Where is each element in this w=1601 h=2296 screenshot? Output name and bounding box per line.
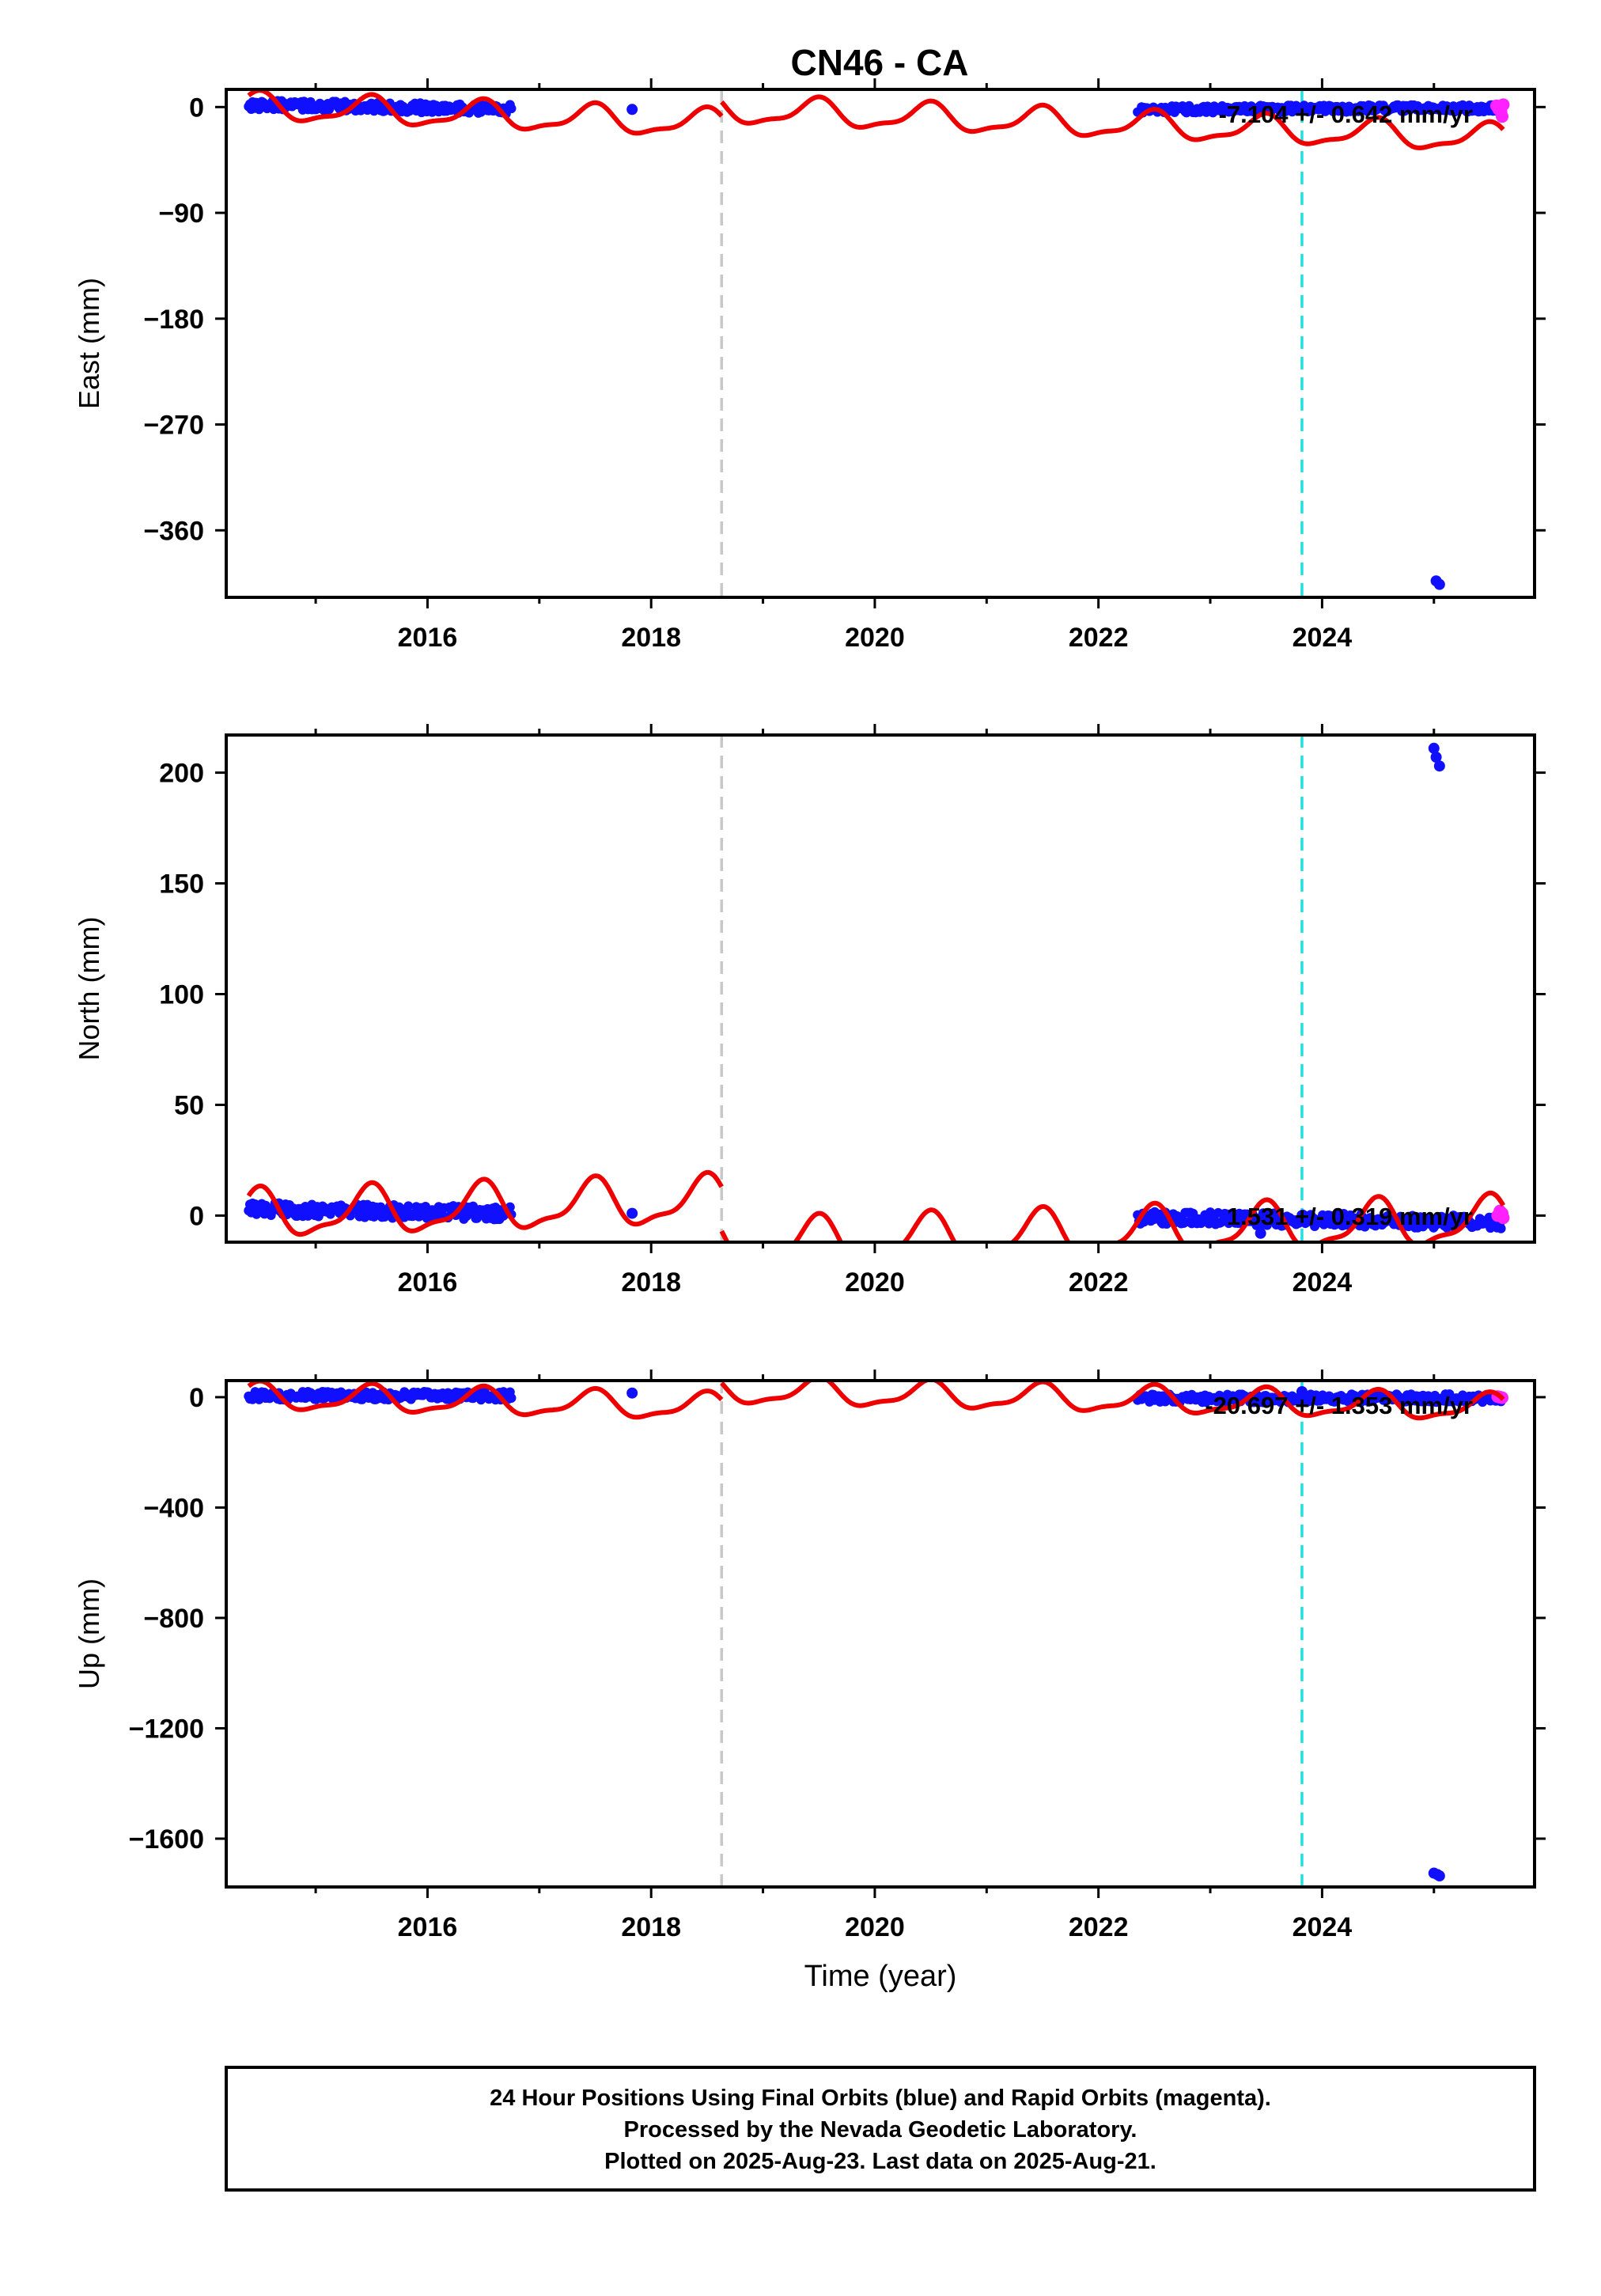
final-point (1296, 1385, 1308, 1397)
plot-frame (225, 1379, 1536, 1889)
model-curve-before-break (247, 89, 724, 136)
final-point (1433, 760, 1445, 772)
y-axis-label: Up (mm) (73, 1578, 105, 1689)
y-tick-label: −90 (158, 199, 204, 229)
y-tick-label: 100 (159, 979, 204, 1010)
model-curve-after-break (720, 94, 1505, 150)
x-axis-label: Time (year) (804, 1960, 957, 1993)
rapid-point (1497, 1211, 1510, 1225)
x-tick-label: 2024 (1293, 1267, 1353, 1298)
y-tick-label: 0 (189, 93, 204, 123)
x-tick-label: 2016 (398, 1267, 458, 1298)
final-point (506, 1393, 517, 1404)
final-point (1496, 1223, 1506, 1233)
model-curve-before-break (246, 1169, 724, 1237)
y-tick-label: −360 (143, 516, 204, 546)
x-tick-label: 2018 (621, 1912, 681, 1942)
model-curve-after-break (719, 1190, 1505, 1242)
x-tick-label: 2022 (1069, 1912, 1129, 1942)
x-tick-label: 2022 (1069, 623, 1129, 653)
y-tick-label: 200 (159, 759, 204, 789)
final-point (626, 1387, 638, 1399)
panel-north: 200 150 100 50 0 2016 2018 2020 2022 2024 North (m… (73, 724, 1546, 1298)
final-point (1433, 1870, 1445, 1882)
y-tick-label: −180 (143, 305, 204, 335)
footer-box (225, 2066, 1536, 2192)
footer-line-1: 24 Hour Positions Using Final Orbits (bl… (490, 2086, 1271, 2111)
final-point (403, 1201, 414, 1211)
plot-frame (225, 733, 1536, 1244)
x-tick-label: 2020 (845, 623, 905, 653)
plot-frame (225, 88, 1536, 599)
panel-up: 0 −400 −800 −1200 −1600 2016 2018 2020 2022 2024 U… (73, 1370, 1546, 1993)
y-tick-label: −1200 (129, 1714, 205, 1744)
model-curve-before-break (247, 1381, 724, 1420)
x-tick-label: 2024 (1293, 623, 1353, 653)
x-tick-label: 2016 (398, 1912, 458, 1942)
x-tick-label: 2020 (845, 1912, 905, 1942)
y-tick-label: 0 (189, 1201, 204, 1231)
rapid-point (1496, 110, 1509, 123)
footer-line-3: Plotted on 2025-Aug-23. Last data on 202… (604, 2149, 1156, 2174)
final-point (1433, 578, 1445, 590)
y-tick-label: 50 (174, 1090, 204, 1120)
y-tick-label: −270 (143, 411, 204, 441)
footer-line-2: Processed by the Nevada Geodetic Laborat… (624, 2117, 1137, 2143)
rapid-point (1497, 98, 1510, 112)
x-tick-label: 2020 (845, 1267, 905, 1298)
final-point (1430, 751, 1442, 763)
plot-area (244, 89, 1510, 597)
rate-label: -7.104 +/- 0.642 mm/yr (1219, 100, 1473, 128)
y-tick-label: 0 (189, 1383, 204, 1413)
x-tick-label: 2018 (621, 1267, 681, 1298)
final-point (1428, 742, 1440, 754)
plot-area (244, 1381, 1509, 1887)
final-point (626, 1207, 638, 1219)
final-point (626, 104, 638, 116)
x-tick-label: 2024 (1293, 1912, 1353, 1942)
y-axis-label: North (mm) (73, 917, 105, 1061)
y-tick-label: 150 (159, 870, 204, 900)
chart-title: CN46 - CA (791, 42, 969, 83)
final-point (506, 104, 517, 114)
y-tick-label: −400 (143, 1493, 204, 1523)
plot-area (244, 735, 1510, 1242)
x-tick-label: 2016 (398, 623, 458, 653)
final-point (1255, 1227, 1266, 1239)
x-tick-label: 2018 (621, 623, 681, 653)
x-tick-label: 2022 (1069, 1267, 1129, 1298)
y-tick-label: −800 (143, 1604, 204, 1634)
rate-label: 1.531 +/- 0.319 mm/yr (1227, 1203, 1473, 1230)
y-axis-label: East (mm) (73, 278, 105, 409)
panel-east: 0 −90 −180 −270 −360 2016 2018 2020 2022 2024 East… (73, 78, 1546, 653)
model-curve-after-break (720, 1381, 1505, 1421)
rate-label: -20.697 +/- 1.353 mm/yr (1205, 1392, 1473, 1419)
y-tick-label: −1600 (129, 1824, 205, 1855)
